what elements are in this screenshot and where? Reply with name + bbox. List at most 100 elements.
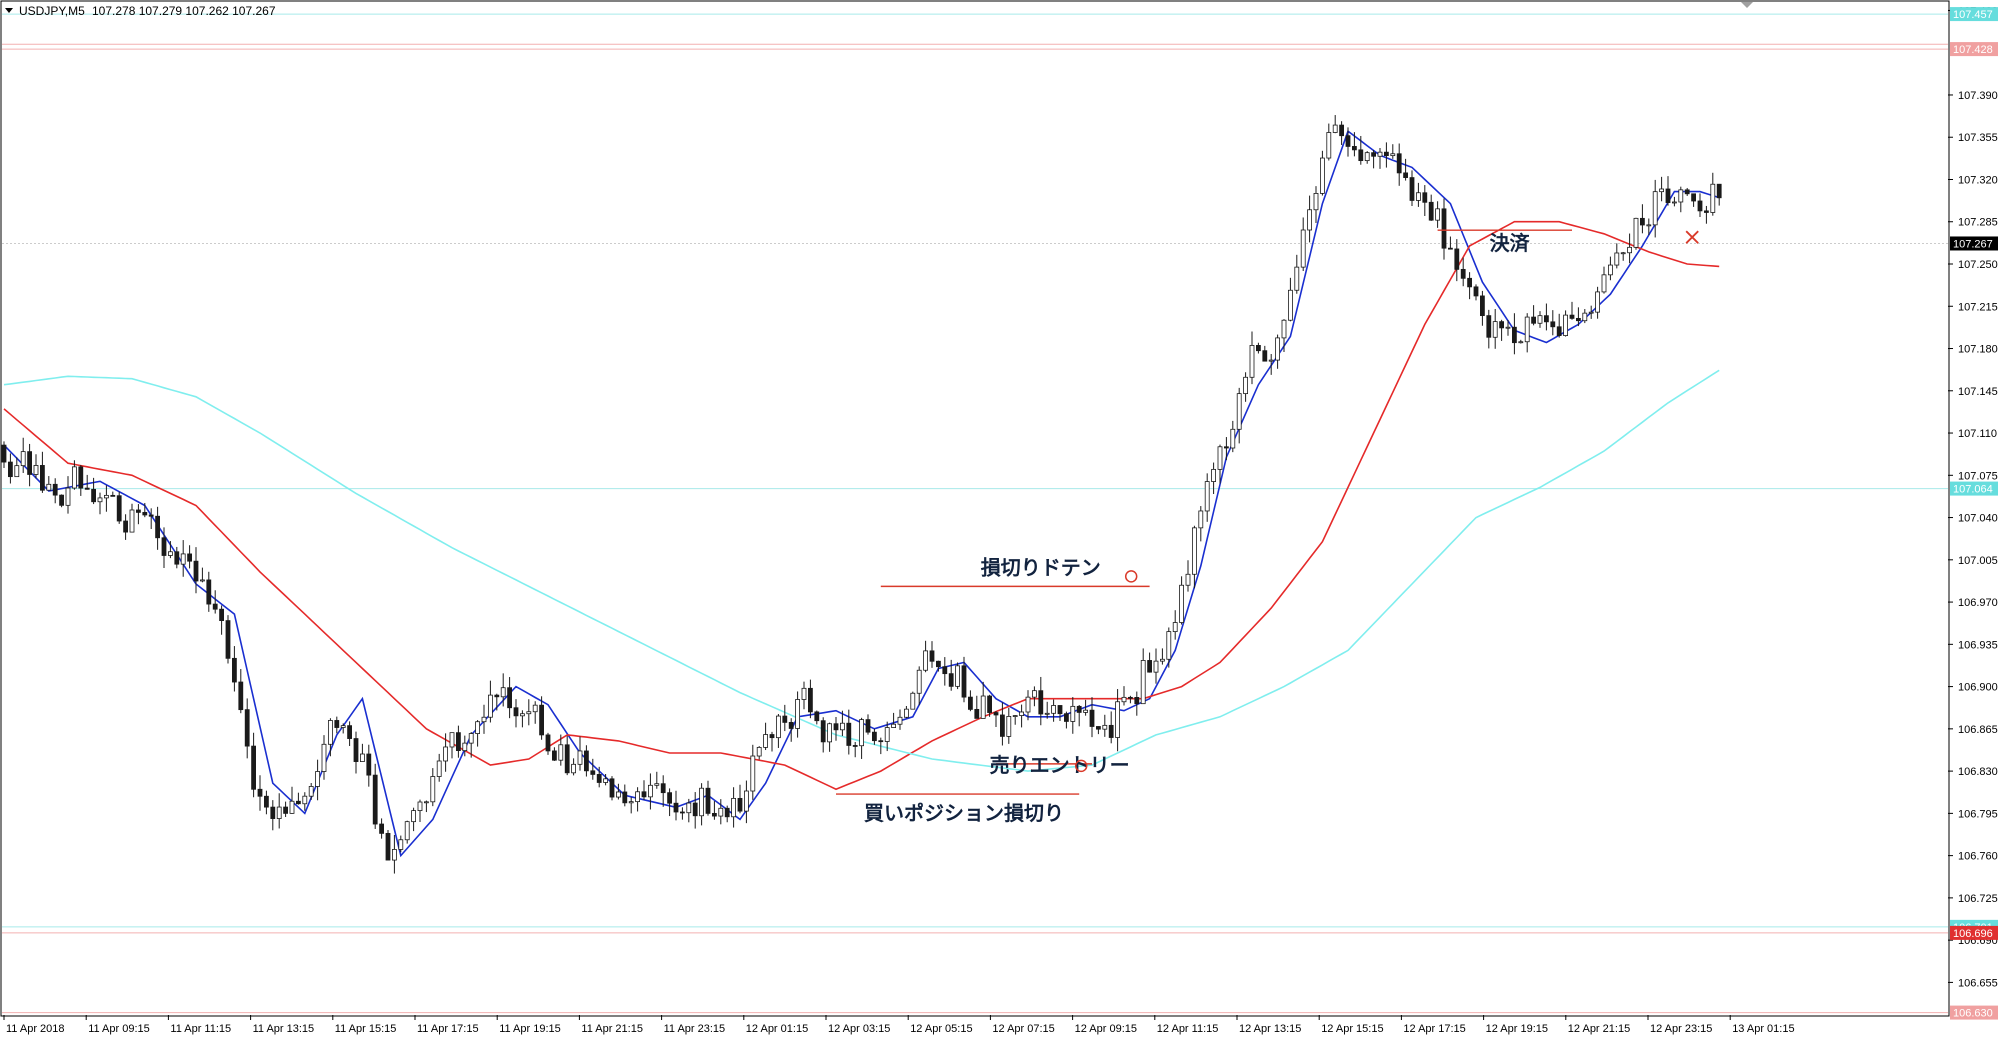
candle-bull	[526, 711, 532, 715]
candle-bear	[161, 537, 167, 556]
price-marker-label: 107.457	[1953, 9, 1993, 21]
candle-bear	[193, 560, 199, 582]
candle-bear	[295, 800, 301, 805]
candle-bear	[155, 515, 161, 539]
candle-bull	[827, 723, 832, 743]
candle-bull	[1364, 152, 1370, 162]
candle-bull	[1320, 157, 1325, 194]
candle-bear	[545, 734, 551, 752]
candle-bull	[955, 665, 960, 687]
annotation-label-stop_doten: 損切りドテン	[981, 555, 1101, 579]
x-tick-label: 13 Apr 01:15	[1732, 1023, 1794, 1035]
candle-bull	[776, 715, 781, 739]
candle-bear	[219, 608, 225, 622]
x-tick-label: 12 Apr 23:15	[1650, 1023, 1712, 1035]
candle-bull	[718, 807, 724, 817]
sell-entry-circle-icon	[1074, 759, 1088, 773]
candle-bear	[231, 657, 237, 683]
candle-bull	[884, 727, 890, 742]
candle-bull	[1281, 319, 1287, 339]
candle-bull	[1505, 326, 1511, 329]
x-tick-label: 12 Apr 09:15	[1075, 1023, 1137, 1035]
candle-bull	[359, 753, 365, 762]
candle-bear	[1556, 326, 1562, 337]
candle-bear	[929, 650, 935, 662]
candle-bear	[705, 787, 711, 814]
candle-bull	[500, 687, 506, 698]
candle-bear	[1697, 200, 1703, 212]
candle-bull	[1608, 264, 1613, 276]
candle-bear	[334, 720, 340, 728]
candle-bull	[97, 497, 103, 503]
y-tick-label: 107.320	[1958, 174, 1998, 186]
candle-bear	[974, 708, 980, 719]
candle-bear	[1147, 660, 1152, 673]
candle-bear	[833, 723, 839, 731]
candle-bear	[1089, 709, 1095, 727]
candle-bull	[1332, 124, 1338, 133]
x-tick-label: 12 Apr 01:15	[746, 1023, 808, 1035]
chart-menu-triangle-icon[interactable]	[5, 8, 13, 13]
candle-bear	[270, 806, 276, 819]
candle-bull	[1518, 341, 1524, 344]
ma-line-ma_mid	[3, 220, 1720, 791]
candle-bull	[1044, 712, 1050, 715]
candle-bear	[91, 488, 96, 503]
time-axis: 11 Apr 2018 11 Apr 09:15 11 Apr 11:15 11 Ap…	[3, 1015, 1795, 1035]
candle-bull	[1153, 660, 1159, 673]
x-tick-label: 11 Apr 13:15	[253, 1023, 315, 1035]
candle-bull	[577, 750, 583, 765]
candle-bear	[1371, 152, 1376, 157]
candle-bull	[1204, 481, 1210, 512]
candle-bear	[948, 673, 954, 687]
y-tick-label: 106.970	[1958, 597, 1998, 609]
price-marker-label: 107.428	[1953, 44, 1993, 56]
candle-bear	[1, 444, 7, 463]
price-marker-box	[1950, 481, 1998, 496]
candle-bull	[1582, 312, 1588, 322]
price-marker-box	[1950, 7, 1998, 22]
candle-bear	[263, 795, 269, 808]
candle-bear	[1128, 696, 1133, 699]
candle-bull	[46, 483, 52, 491]
candle-bull	[1390, 153, 1396, 157]
settle-cross-icon	[1685, 230, 1699, 244]
candle-bull	[411, 810, 417, 823]
x-tick-label: 11 Apr 2018	[6, 1023, 65, 1035]
candle-bull	[1652, 191, 1658, 226]
candle-bear	[673, 802, 679, 813]
price-markers: 107.457107.428107.267107.064106.701106.6…	[1950, 7, 1998, 1020]
candle-bear	[1358, 149, 1364, 162]
candle-bull	[1620, 252, 1626, 255]
x-tick-label: 11 Apr 11:15	[170, 1023, 231, 1035]
candle-bear	[379, 823, 385, 834]
candle-bull	[462, 742, 468, 752]
candle-bull	[1288, 289, 1293, 321]
candle-bear	[1454, 248, 1460, 270]
candle-bear	[1057, 705, 1063, 715]
price-axis: 107.460107.390107.355107.320107.285107.2…	[1948, 5, 1998, 989]
candle-bull	[481, 716, 487, 723]
candle-bear	[1345, 135, 1351, 147]
x-tick-label: 12 Apr 03:15	[828, 1023, 890, 1035]
candle-bull	[1192, 527, 1197, 575]
candle-bull	[199, 579, 205, 582]
candle-bull	[1710, 183, 1716, 213]
candle-bull	[1268, 359, 1274, 362]
candle-bull	[859, 719, 864, 747]
candle-bull	[763, 734, 768, 748]
candle-bull	[436, 760, 442, 777]
candle-bear	[712, 812, 717, 817]
candle-bear	[1441, 208, 1447, 249]
candle-bull	[487, 694, 493, 718]
candle-bull	[1051, 705, 1056, 714]
candle-bear	[846, 722, 852, 746]
candle-bear	[660, 783, 666, 794]
scroll-shift-triangle-icon[interactable]	[1741, 2, 1753, 8]
candle-bear	[1691, 193, 1696, 202]
candle-bear	[1256, 345, 1261, 352]
y-tick-label: 107.215	[1958, 301, 1998, 313]
